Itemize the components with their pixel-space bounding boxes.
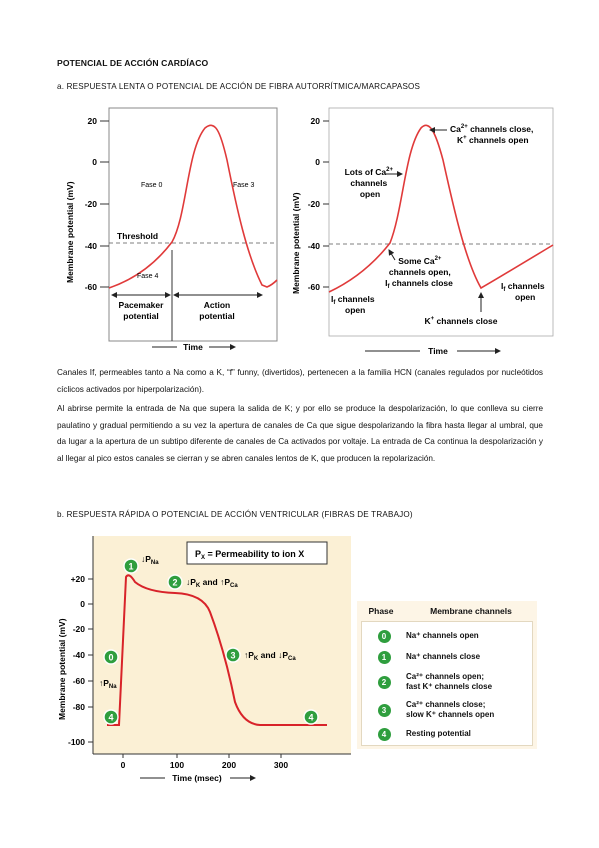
fig2-if-open-right-label: If channels open [501, 281, 547, 302]
phase-description: Na⁺ channels close [406, 652, 481, 662]
fig2-k-close-label: K+ channels close [425, 316, 498, 326]
phase-table-row: 1 Na⁺ channels close [362, 647, 532, 668]
fig2-if-open-label: If channels open [331, 294, 377, 315]
page-title: POTENCIAL DE ACCIÓN CARDÍACO [57, 58, 209, 68]
fig3-xtick: 100 [170, 760, 184, 770]
phase-table-header: Phase Membrane channels [357, 601, 537, 621]
paragraph-1: Canales If, permeables tanto a Na como a… [57, 368, 543, 394]
body-text-1: Canales If, permeables tanto a Na como a… [57, 365, 543, 398]
phase-description: Na⁺ channels open [406, 631, 479, 641]
phase-badge-1: 1 [123, 558, 139, 574]
fig2-ylabel: Membrane potential (mV) [291, 192, 301, 294]
section-b-heading: b. RESPUESTA RÁPIDA O POTENCIAL DE ACCIÓ… [57, 510, 413, 519]
fig1-xlabel: Time [183, 342, 203, 352]
fig1-ytick: -60 [85, 282, 98, 292]
fig3-phase2-label: ↓PK and ↑PCa [186, 577, 238, 589]
fig3-ytick: -80 [73, 702, 86, 712]
fig1-pacemaker-label: Pacemaker [119, 300, 165, 310]
fig3-xtick: 300 [274, 760, 288, 770]
fig1-ytick: -40 [85, 241, 98, 251]
svg-text:2: 2 [172, 578, 177, 588]
fig2-ytick: -60 [308, 282, 321, 292]
phase-table-row: 0 Na⁺ channels open [362, 626, 532, 647]
phase-number-badge: 1 [377, 651, 391, 664]
fig1-ytick: -20 [85, 199, 98, 209]
fig1-action-label: Action [204, 300, 230, 310]
phase-table-body: 0 Na⁺ channels open 1 Na⁺ channels close 2 Ca… [361, 621, 533, 746]
phase-badge-0: 0 [103, 649, 119, 665]
svg-text:3: 3 [230, 651, 235, 661]
channels-header: Membrane channels [430, 606, 512, 616]
phase-badge-3: 3 [225, 647, 241, 663]
pacemaker-figure-2: Membrane potential (mV) 20 0 -20 -40 -60… [291, 107, 554, 356]
fig2-xlabel: Time [428, 346, 448, 356]
phase-header: Phase [368, 606, 394, 616]
fig2-lots-ca-label: Lots of Ca2+ channels open [345, 163, 396, 199]
fig3-xtick: 200 [222, 760, 236, 770]
fig2-ytick: 0 [315, 157, 320, 167]
fig3-ylabel: Membrane potential (mV) [57, 618, 67, 720]
fig2-ytick: -20 [308, 199, 321, 209]
phase-badge-4-left: 4 [103, 709, 119, 725]
fig3-ytick: -20 [73, 624, 86, 634]
fig2-plot-frame [328, 107, 554, 337]
fig3-phase1-label: ↓PNa [141, 554, 159, 566]
phase-number-badge: 0 [377, 630, 391, 643]
fig2-some-ca-label: Some Ca2+ channels open, If channels clo… [385, 252, 453, 290]
fig3-ytick: -100 [68, 737, 85, 747]
fig3-phase3-label: ↑PK and ↓PCa [244, 650, 296, 662]
phase-number-badge: 3 [377, 703, 391, 717]
pacemaker-figure-1: Membrane potential (mV) 20 0 -20 -40 -60… [65, 107, 278, 352]
fig1-plot-frame [108, 107, 278, 342]
fig3-ytick: -60 [73, 676, 86, 686]
phase-description: Resting potential [406, 729, 471, 739]
fig3-curve [107, 574, 327, 726]
ventricular-figure: Membrane potential (mV) +20 0 -20 -40 -6… [57, 536, 351, 783]
phase-description: Ca²⁺ channels close; slow K⁺ channels ope… [406, 699, 495, 720]
svg-text:4: 4 [308, 713, 313, 723]
phase-table: Phase Membrane channels 0 Na⁺ channels op… [357, 601, 537, 749]
fig1-pacemaker-label: potential [123, 311, 158, 321]
svg-text:0: 0 [108, 653, 113, 663]
phase-table-row: 4 Resting potential [362, 724, 532, 745]
fig2-ca-close-label: Ca2+ channels close, K+ channels open [450, 124, 536, 145]
fig1-action-label: potential [199, 311, 234, 321]
fig3-legend-box [186, 541, 328, 565]
phase-number-badge: 4 [377, 728, 391, 741]
fig1-ytick: 20 [88, 116, 98, 126]
phase-table-row: 2 Ca²⁺ channels open; fast K⁺ channels clo… [362, 668, 532, 696]
fig2-ytick: -40 [308, 241, 321, 251]
fig1-fase3: Fase 3 [233, 182, 255, 189]
body-text-2: Al abrirse permite la entrada de Na que … [57, 401, 543, 467]
fig1-ylabel: Membrane potential (mV) [65, 181, 75, 283]
fig1-ytick: 0 [92, 157, 97, 167]
paragraph-2: Al abrirse permite la entrada de Na que … [57, 404, 543, 463]
fig3-xlabel: Time (msec) [172, 773, 222, 783]
fig2-ytick: 20 [311, 116, 321, 126]
fig3-xtick: 0 [121, 760, 126, 770]
fig3-ytick: +20 [71, 574, 86, 584]
fig3-phase0-label: ↑PNa [99, 678, 117, 690]
fig1-threshold-label: Threshold [117, 231, 158, 241]
svg-text:4: 4 [108, 713, 113, 723]
phase-badge-2: 2 [167, 574, 183, 590]
fig1-curve [108, 124, 278, 289]
phase-number-badge: 2 [377, 675, 391, 689]
fig1-fase4: Fase 4 [137, 273, 159, 280]
section-a-heading: a. RESPUESTA LENTA O POTENCIAL DE ACCIÓN… [57, 82, 421, 91]
svg-text:1: 1 [128, 562, 133, 572]
fig3-ytick: 0 [80, 599, 85, 609]
fig3-ytick: -40 [73, 650, 86, 660]
phase-badge-4-right: 4 [303, 709, 319, 725]
fig1-fase0: Fase 0 [141, 182, 163, 189]
phase-table-row: 3 Ca²⁺ channels close; slow K⁺ channels op… [362, 696, 532, 724]
phase-description: Ca²⁺ channels open; fast K⁺ channels clos… [406, 671, 493, 692]
fig3-legend-text: PX = Permeability to ion X [195, 549, 304, 561]
